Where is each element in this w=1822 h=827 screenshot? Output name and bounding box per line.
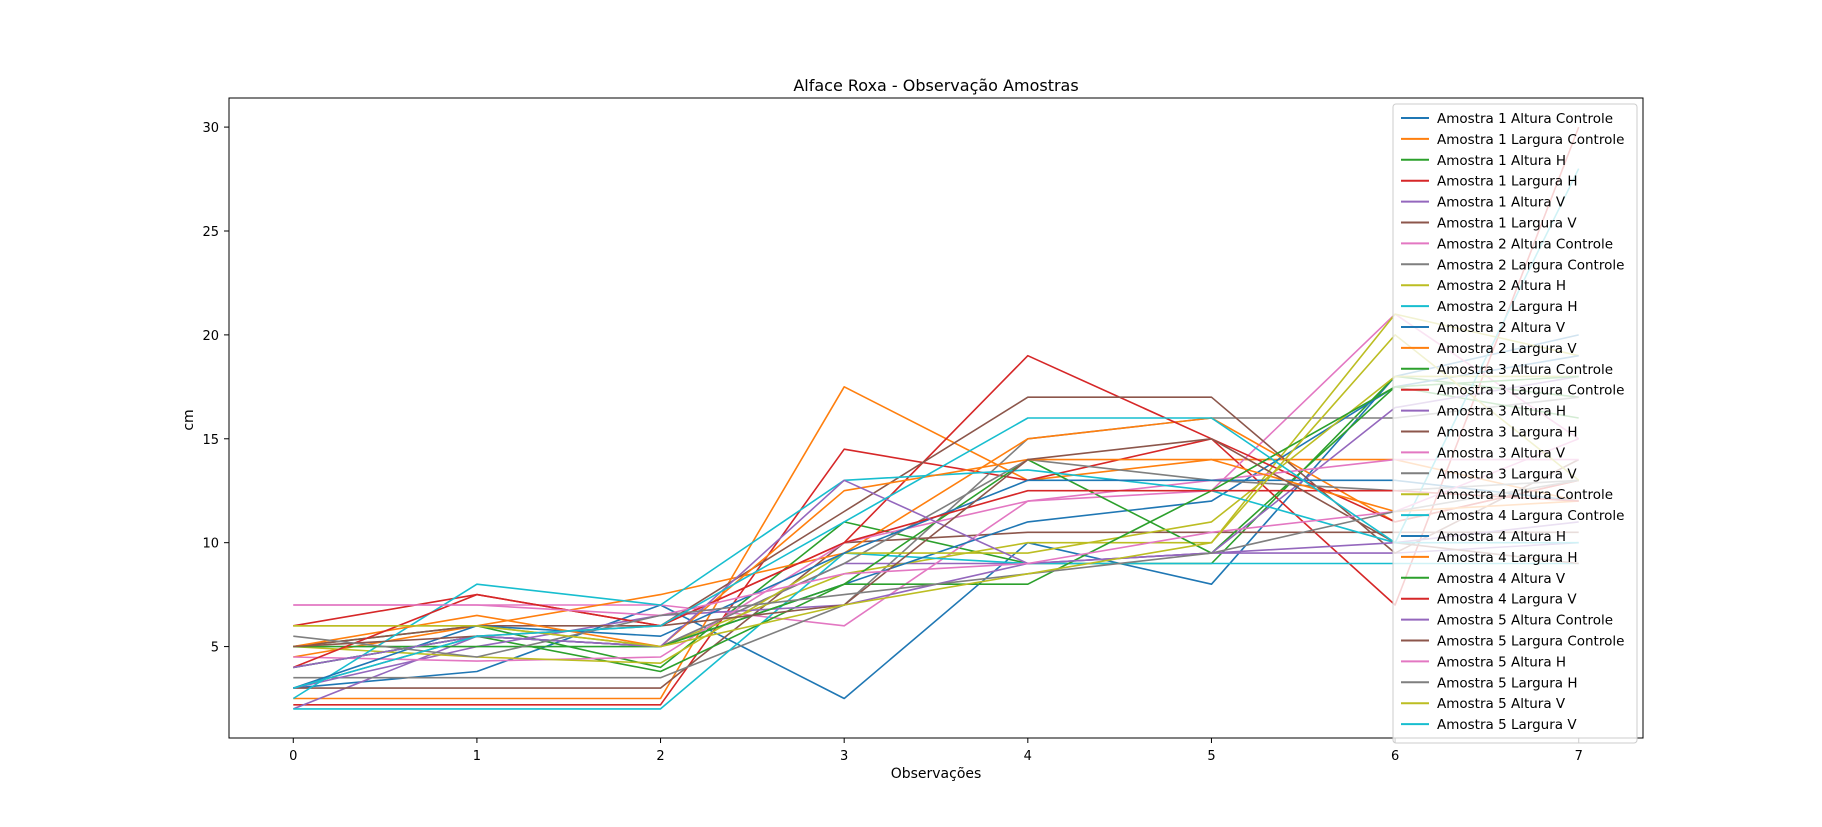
- plot-frame: [228, 97, 1644, 739]
- y-axis-label: cm: [181, 409, 197, 430]
- legend-item: Amostra 2 Largura H: [1401, 299, 1577, 315]
- legend-item: Amostra 4 Largura H: [1401, 550, 1577, 566]
- series-line-29: [293, 334, 1580, 648]
- legend-label: Amostra 5 Largura H: [1437, 675, 1577, 691]
- series-line-30: [293, 417, 1579, 689]
- x-tick-label: 0: [289, 749, 297, 764]
- legend-label: Amostra 2 Largura Controle: [1437, 257, 1624, 273]
- legend-item: Amostra 3 Altura H: [1401, 404, 1566, 420]
- legend-label: Amostra 5 Altura Controle: [1437, 613, 1613, 629]
- legend-label: Amostra 2 Altura Controle: [1437, 236, 1613, 252]
- legend-label: Amostra 1 Altura Controle: [1437, 111, 1613, 127]
- series-line-24: [293, 489, 1579, 669]
- legend-item: Amostra 4 Largura V: [1401, 592, 1577, 608]
- series-line-4: [293, 126, 1580, 706]
- y-tick-label: 30: [202, 121, 219, 136]
- legend-box: [1392, 103, 1638, 744]
- legend-item: Amostra 2 Largura V: [1401, 341, 1577, 357]
- legend-item: Amostra 5 Altura Controle: [1401, 613, 1613, 629]
- legend-label: Amostra 1 Largura H: [1437, 174, 1577, 190]
- series-line-16: [293, 396, 1580, 648]
- legend-item: Amostra 1 Altura Controle: [1401, 111, 1613, 127]
- series-layer: [292, 126, 1580, 710]
- x-tick-label: 2: [656, 749, 664, 764]
- legend-label: Amostra 5 Largura V: [1437, 717, 1577, 733]
- x-tick-label: 7: [1575, 749, 1583, 764]
- legend-item: Amostra 1 Altura V: [1401, 195, 1566, 211]
- legend-item: Amostra 3 Largura H: [1401, 425, 1577, 441]
- series-line-28: [293, 479, 1579, 658]
- legend-label: Amostra 1 Altura V: [1437, 195, 1566, 211]
- x-tick-label: 6: [1391, 749, 1399, 764]
- legend-item: Amostra 3 Largura Controle: [1401, 383, 1624, 399]
- legend-label: Amostra 2 Altura H: [1437, 278, 1566, 294]
- legend-item: Amostra 3 Largura V: [1401, 466, 1577, 482]
- legend: Amostra 1 Altura Controle Amostra 1 Largu…: [1392, 103, 1638, 744]
- y-tick-label: 15: [202, 433, 219, 448]
- legend-item: Amostra 4 Altura Controle: [1401, 487, 1613, 503]
- legend-label: Amostra 1 Largura Controle: [1437, 132, 1624, 148]
- legend-item: Amostra 5 Largura H: [1401, 675, 1577, 691]
- y-tick-label: 20: [202, 329, 219, 344]
- legend-item: Amostra 4 Largura Controle: [1401, 508, 1624, 524]
- legend-item: Amostra 1 Largura V: [1401, 216, 1577, 232]
- legend-item: Amostra 1 Altura H: [1401, 153, 1566, 169]
- x-tick-label: 5: [1207, 749, 1215, 764]
- legend-item: Amostra 5 Altura H: [1401, 654, 1566, 670]
- series-line-19: [293, 375, 1579, 665]
- y-tick-label: 5: [211, 641, 219, 656]
- legend-label: Amostra 2 Altura V: [1437, 320, 1566, 336]
- legend-label: Amostra 4 Largura V: [1437, 592, 1577, 608]
- legend-label: Amostra 3 Largura Controle: [1437, 383, 1624, 399]
- legend-label: Amostra 4 Largura H: [1437, 550, 1577, 566]
- legend-label: Amostra 4 Largura Controle: [1437, 508, 1624, 524]
- chart-title: Alface Roxa - Observação Amostras: [793, 76, 1078, 95]
- x-tick-label: 1: [473, 749, 481, 764]
- legend-item: Amostra 5 Largura Controle: [1401, 634, 1624, 650]
- series-line-2: [293, 385, 1579, 700]
- legend-label: Amostra 1 Altura H: [1437, 153, 1566, 169]
- legend-item: Amostra 2 Largura Controle: [1401, 257, 1624, 273]
- legend-item: Amostra 2 Altura V: [1401, 320, 1566, 336]
- series-line-10: [293, 552, 1579, 710]
- x-tick-label: 3: [840, 749, 848, 764]
- legend-label: Amostra 4 Altura V: [1437, 571, 1566, 587]
- legend-label: Amostra 2 Largura V: [1437, 341, 1577, 357]
- legend-item: Amostra 3 Altura Controle: [1401, 362, 1613, 378]
- legend-item: Amostra 5 Largura V: [1401, 717, 1577, 733]
- legend-item: Amostra 1 Largura Controle: [1401, 132, 1624, 148]
- legend-label: Amostra 4 Altura H: [1437, 529, 1566, 545]
- y-tick-label: 10: [202, 537, 219, 552]
- series-line-7: [293, 313, 1580, 627]
- x-axis: 0 1 2 3 4 5 6 7: [289, 738, 1583, 764]
- x-axis-label: Observações: [891, 766, 982, 782]
- legend-item: Amostra 2 Altura Controle: [1401, 236, 1613, 252]
- legend-label: Amostra 3 Largura H: [1437, 425, 1577, 441]
- legend-item: Amostra 4 Altura V: [1401, 571, 1566, 587]
- legend-label: Amostra 5 Largura Controle: [1437, 634, 1624, 650]
- legend-item: Amostra 2 Altura H: [1401, 278, 1566, 294]
- series-line-22: [293, 458, 1579, 648]
- y-tick-label: 25: [202, 225, 219, 240]
- legend-label: Amostra 3 Altura H: [1437, 404, 1566, 420]
- y-axis: 5 10 15 20 25 30: [202, 121, 229, 656]
- series-line-27: [293, 438, 1579, 617]
- legend-item: Amostra 1 Largura H: [1401, 174, 1577, 190]
- legend-label: Amostra 3 Altura V: [1437, 445, 1566, 461]
- series-line-3: [293, 375, 1579, 669]
- legend-label: Amostra 3 Altura Controle: [1437, 362, 1613, 378]
- legend-label: Amostra 4 Altura Controle: [1437, 487, 1613, 503]
- series-line-6: [293, 531, 1579, 689]
- legend-label: Amostra 3 Largura V: [1437, 466, 1577, 482]
- legend-item: Amostra 5 Altura V: [1401, 696, 1566, 712]
- legend-label: Amostra 1 Largura V: [1437, 216, 1577, 232]
- series-line-25: [293, 479, 1579, 669]
- legend-item: Amostra 3 Altura V: [1401, 445, 1566, 461]
- x-tick-label: 4: [1024, 749, 1032, 764]
- legend-item: Amostra 4 Altura H: [1401, 529, 1566, 545]
- legend-label: Amostra 2 Largura H: [1437, 299, 1577, 315]
- legend-label: Amostra 5 Altura V: [1437, 696, 1566, 712]
- legend-label: Amostra 5 Altura H: [1437, 654, 1566, 670]
